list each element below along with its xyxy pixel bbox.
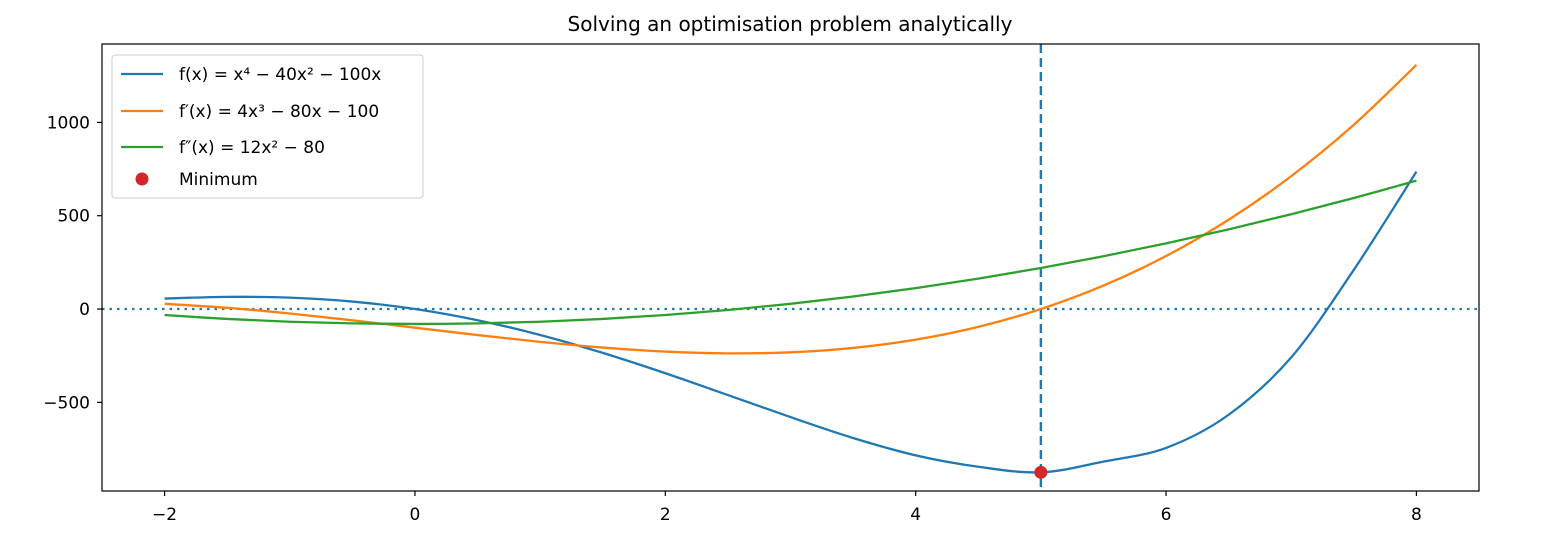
legend-label-minimum: Minimum (179, 170, 258, 190)
legend-box (111, 54, 424, 199)
reference-lines (102, 44, 1479, 491)
chart-title: Solving an optimisation problem analytic… (568, 12, 1013, 36)
y-axis: −500 0 500 1000 (43, 113, 102, 413)
x-tick-label: 4 (910, 505, 921, 525)
minimum-point (1034, 465, 1048, 479)
plot-frame (101, 43, 1480, 492)
x-tick-label: 8 (1411, 505, 1422, 525)
y-tick-label: 500 (58, 207, 90, 227)
legend-label-f: f(x) = x⁴ − 40x² − 100x (179, 65, 381, 85)
x-tick-label: 0 (410, 505, 421, 525)
y-tick-label: 1000 (47, 113, 90, 133)
series-line-f (164, 171, 1418, 474)
y-tick-label: −500 (43, 393, 90, 413)
points (1034, 465, 1048, 479)
y-tick-label: 0 (79, 300, 90, 320)
series-lines (164, 64, 1418, 474)
legend-label-f-prime: f′(x) = 4x³ − 80x − 100 (179, 102, 379, 122)
legend-swatch-minimum (135, 172, 149, 186)
x-tick-label: 2 (660, 505, 671, 525)
x-axis: −2 0 2 4 6 8 (152, 491, 1422, 525)
x-tick-label: −2 (152, 505, 177, 525)
series-line-f-double-prime (164, 179, 1417, 326)
legend-label-f-double-prime: f″(x) = 12x² − 80 (179, 138, 325, 158)
x-tick-label: 6 (1161, 505, 1172, 525)
legend: f(x) = x⁴ − 40x² − 100x f′(x) = 4x³ − 80… (111, 54, 424, 199)
